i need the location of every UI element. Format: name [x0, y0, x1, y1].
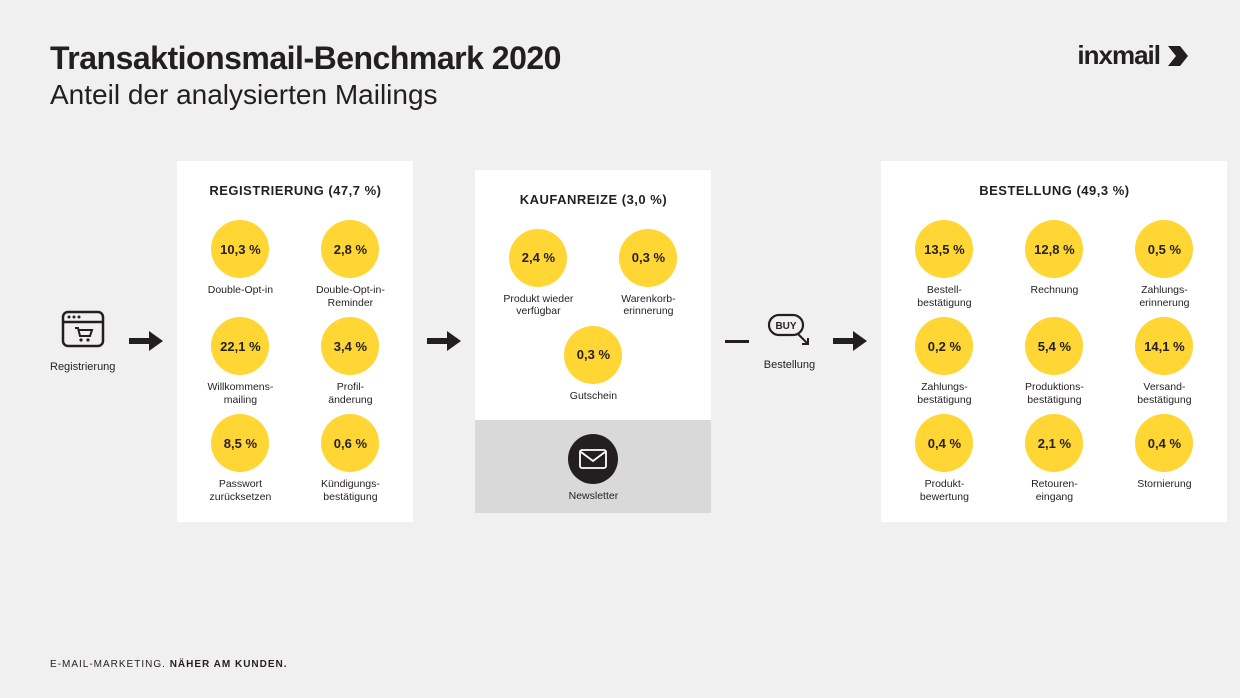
header: Transaktionsmail-Benchmark 2020 Anteil d… [50, 40, 1190, 111]
bubble-item: 0,4 % Stornierung [1119, 414, 1209, 503]
value-bubble: 22,1 % [211, 317, 269, 375]
brand-logo: inxmail [1077, 40, 1190, 71]
value-bubble: 10,3 % [211, 220, 269, 278]
arrow-icon [833, 331, 867, 351]
panel-title: KAUFANREIZE (3,0 %) [520, 192, 667, 207]
bubble-item: 0,5 % Zahlungs-erinnerung [1119, 220, 1209, 309]
bubble-label: Kündigungs-bestätigung [321, 478, 380, 503]
stage-bestellung: BUY Bestellung [759, 312, 819, 371]
footer-light: E-MAIL-MARKETING. [50, 659, 166, 670]
value-bubble: 2,4 % [509, 229, 567, 287]
value-bubble: 2,1 % [1025, 414, 1083, 472]
stage-registrierung: Registrierung [50, 310, 115, 373]
title-block: Transaktionsmail-Benchmark 2020 Anteil d… [50, 40, 561, 111]
value-bubble: 0,4 % [915, 414, 973, 472]
bubble-item: 0,4 % Produkt-bewertung [899, 414, 989, 503]
bubble-item: 0,3 % Gutschein [493, 326, 693, 403]
bubble-label: Produktions-bestätigung [1025, 381, 1084, 406]
arrow-icon [129, 331, 163, 351]
bubble-label: Double-Opt-in [208, 284, 273, 297]
bubble-label: Zahlungs-bestätigung [917, 381, 971, 406]
value-bubble: 14,1 % [1135, 317, 1193, 375]
buy-icon: BUY [766, 312, 812, 351]
bubble-label: Double-Opt-in-Reminder [316, 284, 385, 309]
bubble-item: 22,1 % Willkommens-mailing [195, 317, 285, 406]
bubble-label: Gutschein [570, 390, 617, 403]
value-bubble: 0,5 % [1135, 220, 1193, 278]
value-bubble: 5,4 % [1025, 317, 1083, 375]
bubble-item: 2,4 % Produkt wiederverfügbar [493, 229, 583, 318]
bubble-label: Passwortzurücksetzen [209, 478, 271, 503]
value-bubble: 3,4 % [321, 317, 379, 375]
value-bubble: 2,8 % [321, 220, 379, 278]
bubble-item: 0,3 % Warenkorb-erinnerung [603, 229, 693, 318]
bubble-label: Profil-änderung [328, 381, 372, 406]
bubble-item: 3,4 % Profil-änderung [305, 317, 395, 406]
page-title: Transaktionsmail-Benchmark 2020 [50, 40, 561, 77]
bubble-label: Versand-bestätigung [1137, 381, 1191, 406]
stage-reg-label: Registrierung [50, 361, 115, 373]
dash-separator [725, 340, 749, 343]
bubble-label: Rechnung [1030, 284, 1078, 297]
stage-bestellung-group: BUY Bestellung [725, 312, 819, 371]
envelope-icon [568, 434, 618, 484]
bubble-grid: 13,5 % Bestell-bestätigung 12,8 % Rechnung 0… [899, 220, 1209, 504]
value-bubble: 13,5 % [915, 220, 973, 278]
bubble-label: Retouren-eingang [1031, 478, 1078, 503]
bubble-item: 14,1 % Versand-bestätigung [1119, 317, 1209, 406]
footer-tagline: E-MAIL-MARKETING. NÄHER AM KUNDEN. [50, 659, 288, 670]
page-subtitle: Anteil der analysierten Mailings [50, 79, 561, 111]
bubble-item: 8,5 % Passwortzurücksetzen [195, 414, 285, 503]
footer-bold: NÄHER AM KUNDEN. [170, 659, 288, 670]
panel-bestellung: BESTELLUNG (49,3 %) 13,5 % Bestell-bestät… [881, 161, 1227, 522]
panel-registrierung: REGISTRIERUNG (47,7 %) 10,3 % Double-Opt-… [177, 161, 413, 522]
value-bubble: 0,2 % [915, 317, 973, 375]
bubble-label: Stornierung [1137, 478, 1191, 491]
bubble-item: 0,6 % Kündigungs-bestätigung [305, 414, 395, 503]
bubble-label: Produkt wiederverfügbar [503, 293, 573, 318]
bubble-item: 10,3 % Double-Opt-in [195, 220, 285, 309]
bubble-label: Zahlungs-erinnerung [1139, 284, 1189, 309]
arrow-icon [427, 331, 461, 351]
bubble-item: 5,4 % Produktions-bestätigung [1009, 317, 1099, 406]
svg-text:BUY: BUY [776, 321, 797, 332]
value-bubble: 0,6 % [321, 414, 379, 472]
value-bubble: 8,5 % [211, 414, 269, 472]
bubble-label: Willkommens-mailing [207, 381, 273, 406]
bubble-item: 2,1 % Retouren-eingang [1009, 414, 1099, 503]
logo-mark-icon [1166, 44, 1190, 68]
newsletter-label: Newsletter [569, 490, 619, 503]
panel-kaufanreize: KAUFANREIZE (3,0 %) 2,4 % Produkt wiederv… [475, 170, 711, 421]
bubble-label: Bestell-bestätigung [917, 284, 971, 309]
panel-kaufanreize-wrap: KAUFANREIZE (3,0 %) 2,4 % Produkt wiederv… [475, 170, 711, 513]
bubble-grid: 2,4 % Produkt wiederverfügbar 0,3 % Warenko… [493, 229, 693, 403]
bubble-label: Warenkorb-erinnerung [621, 293, 675, 318]
value-bubble: 12,8 % [1025, 220, 1083, 278]
bubble-item: 2,8 % Double-Opt-in-Reminder [305, 220, 395, 309]
value-bubble: 0,3 % [564, 326, 622, 384]
browser-cart-icon [61, 310, 105, 353]
bubble-grid: 10,3 % Double-Opt-in 2,8 % Double-Opt-in-Re… [195, 220, 395, 504]
value-bubble: 0,3 % [619, 229, 677, 287]
bubble-label: Produkt-bewertung [920, 478, 969, 503]
panel-title: REGISTRIERUNG (47,7 %) [209, 183, 381, 198]
flow-row: Registrierung REGISTRIERUNG (47,7 %) 10,… [50, 161, 1190, 522]
bubble-item: 12,8 % Rechnung [1009, 220, 1099, 309]
stage-buy-label: Bestellung [764, 359, 815, 371]
bubble-item: 0,2 % Zahlungs-bestätigung [899, 317, 989, 406]
value-bubble: 0,4 % [1135, 414, 1193, 472]
logo-text: inxmail [1077, 40, 1160, 71]
panel-title: BESTELLUNG (49,3 %) [979, 183, 1129, 198]
bubble-item: 13,5 % Bestell-bestätigung [899, 220, 989, 309]
newsletter-box: Newsletter [475, 420, 711, 513]
